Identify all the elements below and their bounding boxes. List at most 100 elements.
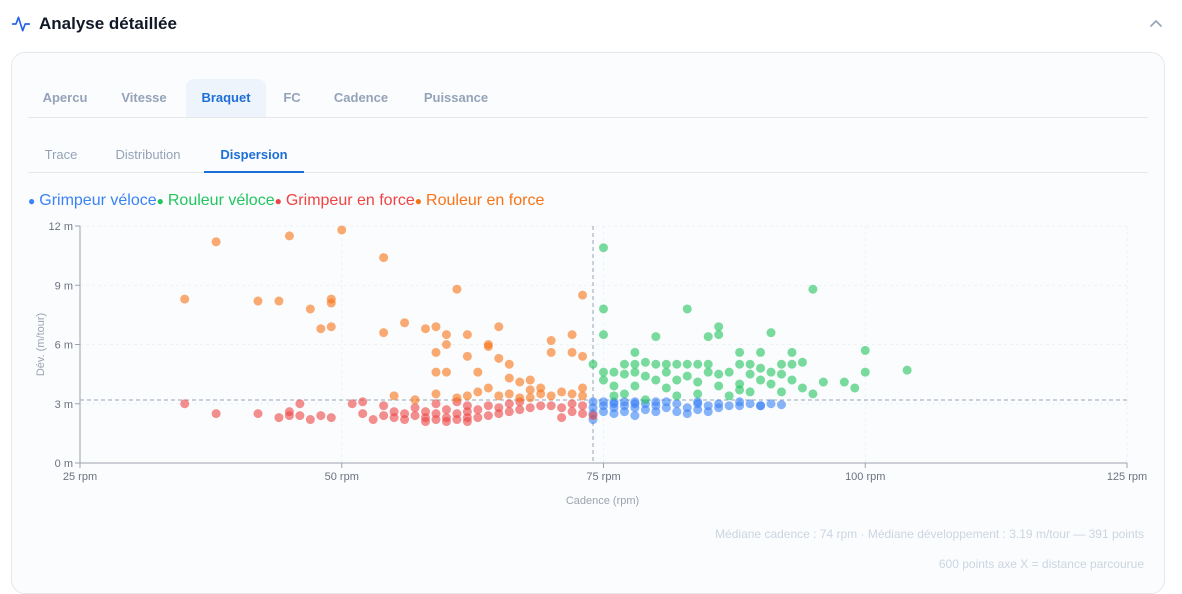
legend-item[interactable]: ● Rouleur véloce xyxy=(157,192,275,210)
scatter-point xyxy=(735,359,745,369)
scatter-point xyxy=(599,243,608,253)
legend-item[interactable]: ● Rouleur en force xyxy=(415,192,545,210)
scatter-point xyxy=(578,351,588,361)
scatter-point xyxy=(337,225,347,235)
scatter-point xyxy=(421,407,431,417)
scatter-point xyxy=(797,383,807,393)
scatter-point xyxy=(494,391,504,401)
scatter-point xyxy=(431,347,441,357)
scatter-point xyxy=(651,397,661,407)
scatter-point xyxy=(756,347,766,357)
tab-vitesse[interactable]: Vitesse xyxy=(121,90,167,105)
scatter-point xyxy=(379,411,389,421)
scatter-point xyxy=(588,411,598,421)
scatter-point xyxy=(578,383,588,393)
scatter-point xyxy=(525,393,535,403)
scatter-point xyxy=(326,322,336,332)
scatter-point xyxy=(630,347,640,357)
scatter-point xyxy=(599,367,608,377)
scatter-point xyxy=(452,409,462,419)
scatter-point xyxy=(661,359,671,369)
scatter-point xyxy=(515,405,525,415)
scatter-point xyxy=(431,399,441,409)
tab-cadence[interactable]: Cadence xyxy=(333,90,389,105)
scatter-point xyxy=(525,375,535,385)
scatter-point xyxy=(567,347,577,357)
scatter-point xyxy=(630,367,640,377)
legend-item[interactable]: ● Grimpeur en force xyxy=(275,192,415,210)
scatter-point xyxy=(630,411,640,421)
scatter-point xyxy=(703,332,713,342)
scatter-point xyxy=(504,359,514,369)
subtab-dispersion[interactable]: Dispersion xyxy=(204,140,304,173)
scatter-point xyxy=(599,330,608,340)
scatter-point xyxy=(483,411,493,421)
scatter-point xyxy=(536,401,546,411)
scatter-point xyxy=(494,322,504,332)
legend-item[interactable]: ● Grimpeur véloce xyxy=(28,192,157,210)
subtab-distribution[interactable]: Distribution xyxy=(115,147,181,162)
scatter-point xyxy=(347,399,357,409)
scatter-point xyxy=(693,377,703,387)
scatter-point xyxy=(494,353,504,363)
scatter-point xyxy=(818,377,828,387)
scatter-point xyxy=(766,367,776,377)
scatter-point xyxy=(766,328,776,338)
scatter-point xyxy=(850,383,860,393)
scatter-point xyxy=(630,397,640,407)
scatter-point xyxy=(776,387,786,397)
scatter-point xyxy=(410,395,420,405)
scatter-point xyxy=(902,365,912,375)
scatter-point xyxy=(776,359,786,369)
section-title: Analyse détaillée xyxy=(39,14,177,33)
scatter-point xyxy=(557,387,567,397)
y-axis-label: Dév. (m/tour) xyxy=(35,313,47,376)
scatter-point xyxy=(578,391,588,401)
scatter-point xyxy=(305,304,315,314)
scatter-point xyxy=(358,409,368,419)
section-header[interactable]: Analyse détaillée xyxy=(0,0,1182,48)
subtab-trace[interactable]: Trace xyxy=(44,147,78,162)
x-tick-label: 100 rpm xyxy=(845,471,885,483)
scatter-point xyxy=(703,367,713,377)
scatter-point xyxy=(714,322,724,332)
scatter-point xyxy=(609,391,619,401)
scatter-chart: 25 rpm 50 rpm 75 rpm 100 rpm 125 rpm 0 m 3 m 6 … xyxy=(35,221,1147,507)
scatter-point xyxy=(515,377,525,387)
scatter-point xyxy=(661,383,671,393)
scatter-point xyxy=(452,393,462,403)
scatter-point xyxy=(400,318,410,328)
scatter-point xyxy=(651,332,661,342)
chevron-up-icon[interactable] xyxy=(1148,16,1164,32)
scatter-point xyxy=(787,359,797,369)
scatter-point xyxy=(483,341,493,351)
scatter-point xyxy=(504,389,514,399)
scatter-point xyxy=(483,383,493,393)
scatter-point xyxy=(462,417,472,427)
scatter-point xyxy=(672,359,682,369)
tab-puissance[interactable]: Puissance xyxy=(423,90,489,105)
x-tick-label: 25 rpm xyxy=(63,471,97,483)
scatter-point xyxy=(305,415,315,425)
scatter-point xyxy=(693,397,703,407)
scatter-point xyxy=(682,359,692,369)
tab-fc[interactable]: FC xyxy=(283,90,301,105)
scatter-point xyxy=(441,330,451,340)
scatter-point xyxy=(536,389,546,399)
scatter-point xyxy=(651,359,661,369)
scatter-point xyxy=(546,336,556,346)
x-tick-label: 75 rpm xyxy=(586,471,620,483)
scatter-point xyxy=(567,330,577,340)
legend-dot-icon: ● xyxy=(28,194,36,208)
scatter-point xyxy=(839,377,849,387)
scatter-point xyxy=(609,367,619,377)
tab-apercu[interactable]: Apercu xyxy=(42,90,88,105)
y-tick-label: 9 m xyxy=(55,280,73,292)
scatter-point xyxy=(379,253,389,263)
scatter-point xyxy=(546,401,556,411)
scatter-point xyxy=(389,407,399,417)
tab-braquet[interactable]: Braquet xyxy=(186,79,266,117)
scatter-point xyxy=(860,345,870,355)
scatter-point xyxy=(441,417,451,427)
scatter-point xyxy=(421,417,431,427)
